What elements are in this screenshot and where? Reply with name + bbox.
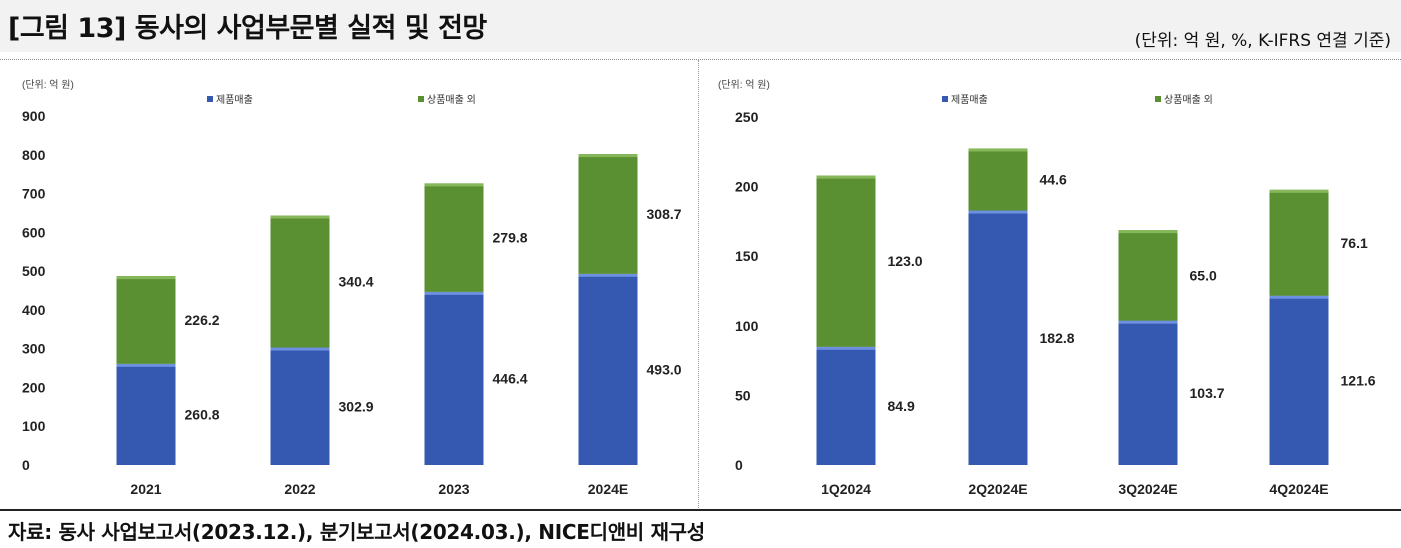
footer-divider [0, 509, 1401, 511]
x-tick-label: 2022 [284, 481, 315, 497]
bar-goods [578, 154, 638, 274]
bar-highlight [270, 347, 330, 351]
x-tick-label: 2023 [438, 481, 469, 497]
y-tick-label: 800 [22, 147, 46, 163]
data-label-goods: 308.7 [647, 206, 682, 222]
data-label-product: 103.7 [1190, 385, 1225, 401]
bar-product [578, 273, 638, 465]
bar-goods [270, 215, 330, 348]
y-tick-label: 50 [735, 387, 751, 403]
data-label-goods: 65.0 [1190, 267, 1217, 283]
bar-highlight [116, 276, 176, 280]
top-divider [0, 59, 1401, 60]
x-tick-label: 2024E [588, 481, 628, 497]
bar-highlight [1118, 230, 1178, 234]
unit-label: (단위: 억 원) [22, 78, 74, 91]
x-tick-label: 4Q2024E [1269, 481, 1328, 497]
bar-highlight [968, 148, 1028, 152]
legend-swatch [207, 96, 213, 102]
bar-goods [424, 183, 484, 292]
bar-goods [116, 276, 176, 364]
data-label-goods: 44.6 [1040, 172, 1067, 188]
chart-quarterly: (단위: 억 원) 제품매출 상품매출 외 0 50 100 150 200 250 84.9 12… [718, 78, 1376, 497]
figure-title: [그림 13] 동사의 사업부문별 실적 및 전망 [8, 13, 487, 44]
data-label-product: 121.6 [1341, 372, 1376, 388]
y-tick-label: 0 [22, 457, 30, 473]
y-tick-label: 600 [22, 224, 46, 240]
data-label-product: 446.4 [493, 370, 528, 386]
data-label-product: 260.8 [185, 406, 220, 422]
legend-label: 제품매출 [216, 94, 253, 106]
bar-product [1269, 295, 1329, 465]
y-tick-label: 900 [22, 108, 46, 124]
legend-label: 제품매출 [951, 94, 988, 106]
legend-label: 상품매출 외 [1164, 94, 1213, 106]
bar-highlight [816, 175, 876, 179]
header-bar: [그림 13] 동사의 사업부문별 실적 및 전망 (단위: 억 원, %, K… [0, 0, 1401, 52]
y-tick-label: 400 [22, 302, 46, 318]
y-tick-label: 500 [22, 263, 46, 279]
data-label-goods: 76.1 [1341, 235, 1368, 251]
chart-divider [698, 60, 699, 510]
source-note: 자료: 동사 사업보고서(2023.12.), 분기보고서(2024.03.),… [8, 520, 705, 544]
bar-highlight [116, 363, 176, 367]
bar-goods [968, 148, 1028, 211]
bar-highlight [968, 210, 1028, 214]
x-tick-label: 2Q2024E [968, 481, 1027, 497]
bar-product [116, 363, 176, 465]
data-label-product: 84.9 [888, 398, 915, 414]
y-tick-label: 0 [735, 457, 743, 473]
bar-highlight [578, 154, 638, 158]
data-label-goods: 123.0 [888, 253, 923, 269]
bar-product [1118, 320, 1178, 465]
bar-highlight [816, 346, 876, 350]
y-tick-label: 250 [735, 109, 759, 125]
x-tick-label: 2021 [130, 481, 161, 497]
bar-highlight [578, 273, 638, 277]
bar-highlight [424, 183, 484, 187]
bar-highlight [1269, 189, 1329, 193]
chart-annual: (단위: 억 원) 제품매출 상품매출 외 0 100 200 300 400 500 600 70… [22, 78, 682, 497]
bar-product [424, 291, 484, 465]
data-label-product: 302.9 [339, 398, 374, 414]
y-tick-label: 100 [22, 418, 46, 434]
y-tick-label: 200 [735, 179, 759, 195]
y-tick-label: 200 [22, 379, 46, 395]
y-tick-label: 700 [22, 186, 46, 202]
bar-product [816, 346, 876, 465]
bar-goods [816, 175, 876, 347]
y-tick-label: 150 [735, 248, 759, 264]
x-tick-label: 1Q2024 [821, 481, 871, 497]
bar-goods [1118, 230, 1178, 321]
unit-note: (단위: 억 원, %, K-IFRS 연결 기준) [1134, 31, 1391, 51]
unit-label: (단위: 억 원) [718, 78, 770, 91]
y-tick-label: 100 [735, 318, 759, 334]
bar-product [968, 210, 1028, 465]
legend-label: 상품매출 외 [427, 94, 476, 106]
bar-highlight [270, 215, 330, 219]
bar-highlight [1269, 295, 1329, 299]
data-label-goods: 226.2 [185, 312, 220, 328]
data-label-goods: 279.8 [493, 230, 528, 246]
legend-swatch [942, 96, 948, 102]
data-label-product: 493.0 [647, 361, 682, 377]
legend-swatch [418, 96, 424, 102]
data-label-product: 182.8 [1040, 330, 1075, 346]
data-label-goods: 340.4 [339, 274, 374, 290]
x-tick-label: 3Q2024E [1118, 481, 1177, 497]
y-tick-label: 300 [22, 341, 46, 357]
bar-goods [1269, 189, 1329, 296]
bar-highlight [424, 291, 484, 295]
legend-swatch [1155, 96, 1161, 102]
bar-highlight [1118, 320, 1178, 324]
bar-product [270, 347, 330, 465]
